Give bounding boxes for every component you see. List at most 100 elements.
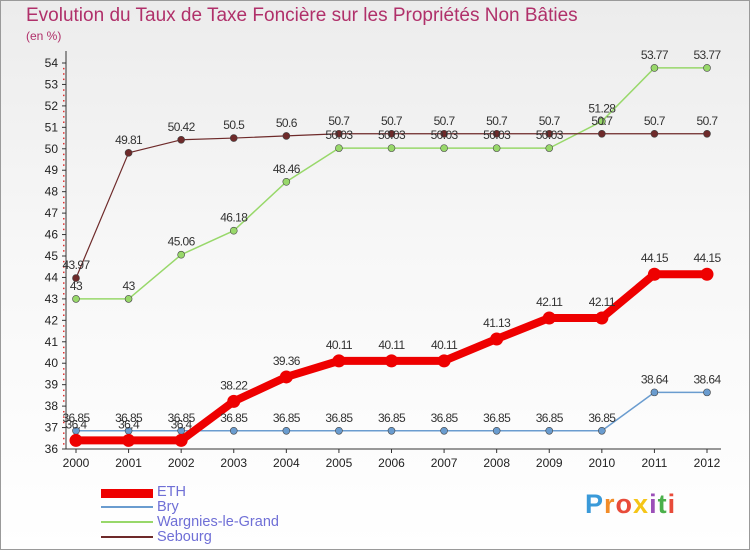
y-minor-tick — [63, 185, 65, 188]
y-tick-label: 46 — [45, 228, 59, 242]
data-point-sebourg — [72, 274, 80, 282]
data-point-sebourg — [335, 129, 343, 138]
y-tick-label: 38 — [45, 399, 59, 413]
data-label-bry: 36.85 — [273, 411, 301, 425]
y-minor-tick — [63, 110, 65, 113]
data-point-eth — [542, 311, 556, 325]
data-label-sebourg: 50.7 — [328, 114, 350, 128]
data-label-sebourg: 50.7 — [644, 114, 666, 128]
data-point-wargnies-le-grand — [335, 144, 343, 152]
logo-letter: x — [633, 489, 650, 519]
x-tick-label: 2000 — [63, 456, 90, 470]
x-tick-label: 2003 — [220, 456, 247, 470]
data-point-bry — [229, 426, 238, 435]
data-label-bry: 36.85 — [431, 411, 459, 425]
y-tick-label: 43 — [45, 292, 59, 306]
legend-label: Wargnies-le-Grand — [157, 514, 279, 530]
data-point-eth — [69, 433, 83, 447]
x-tick-label: 2006 — [378, 456, 405, 470]
data-point-wargnies-le-grand — [545, 144, 554, 152]
data-point-eth — [227, 394, 241, 408]
data-label-wargnies-le-grand: 43 — [123, 279, 136, 293]
data-point-sebourg — [492, 129, 501, 138]
data-point-sebourg — [598, 129, 606, 138]
y-minor-tick — [63, 142, 65, 145]
data-label-wargnies-le-grand: 45.06 — [168, 235, 196, 249]
y-minor-tick — [63, 373, 65, 375]
data-label-eth: 44.15 — [693, 251, 721, 265]
y-tick-label: 45 — [45, 249, 59, 263]
data-label-bry: 36.85 — [62, 411, 90, 425]
data-point-bry — [492, 426, 501, 435]
data-label-wargnies-le-grand: 53.77 — [693, 48, 721, 62]
data-point-wargnies-le-grand — [440, 144, 448, 152]
data-point-bry — [598, 426, 606, 435]
y-minor-tick — [63, 352, 65, 354]
y-minor-tick — [63, 303, 65, 306]
data-label-eth: 41.13 — [483, 316, 511, 330]
data-point-eth — [437, 354, 451, 368]
data-label-eth: 42.11 — [589, 295, 616, 309]
data-point-sebourg — [124, 149, 133, 157]
y-minor-tick — [63, 287, 65, 290]
y-tick-label: 39 — [45, 378, 59, 392]
y-minor-tick — [63, 443, 65, 445]
y-minor-tick — [63, 432, 65, 434]
data-label-bry: 36.85 — [483, 411, 511, 425]
data-label-sebourg: 43.97 — [62, 258, 90, 272]
y-minor-tick — [63, 346, 65, 349]
data-label-eth: 36.4 — [66, 417, 88, 431]
y-minor-tick — [63, 137, 65, 140]
legend-swatch — [101, 521, 153, 523]
y-minor-tick — [63, 325, 65, 327]
data-point-bry — [335, 426, 343, 435]
y-tick-label: 52 — [45, 99, 59, 113]
data-label-bry: 38.64 — [641, 372, 669, 386]
data-point-sebourg — [650, 129, 659, 138]
data-label-sebourg: 50.5 — [223, 118, 245, 132]
x-tick-label: 2011 — [642, 456, 668, 470]
legend-label: Sebourg — [157, 529, 212, 545]
y-minor-tick — [63, 196, 65, 199]
data-label-wargnies-le-grand: 43 — [70, 279, 83, 293]
data-point-sebourg — [703, 129, 711, 138]
data-label-sebourg: 50.7 — [434, 114, 456, 128]
y-minor-tick — [63, 207, 65, 209]
legend-swatch — [101, 488, 153, 498]
data-label-wargnies-le-grand: 50.03 — [378, 128, 406, 142]
x-tick-label: 2008 — [483, 456, 510, 470]
y-minor-tick — [63, 335, 65, 338]
data-label-sebourg: 50.7 — [591, 114, 613, 128]
y-minor-tick — [63, 400, 65, 402]
y-minor-tick — [63, 121, 65, 123]
data-point-bry — [282, 426, 291, 435]
y-minor-tick — [63, 378, 65, 381]
logo-letter: i — [649, 489, 658, 519]
data-label-wargnies-le-grand: 50.03 — [325, 128, 353, 142]
data-point-eth — [700, 267, 714, 281]
data-label-bry: 36.85 — [536, 411, 564, 425]
y-minor-tick — [63, 309, 65, 311]
chart-title: Evolution du Taux de Taxe Foncière sur l… — [26, 5, 578, 26]
y-minor-tick — [63, 100, 65, 102]
data-label-bry: 36.85 — [115, 411, 143, 425]
y-minor-tick — [63, 153, 65, 156]
data-label-eth: 36.4 — [118, 417, 140, 431]
data-label-eth: 40.11 — [431, 338, 458, 352]
logo-letter: r — [604, 489, 616, 519]
y-tick-label: 40 — [45, 356, 59, 370]
legend-label: ETH — [157, 484, 186, 500]
x-tick-label: 2012 — [694, 456, 721, 470]
data-point-bry — [387, 426, 396, 435]
data-point-wargnies-le-grand — [229, 226, 238, 235]
data-label-bry: 36.85 — [588, 411, 616, 425]
data-point-bry — [545, 426, 554, 435]
y-minor-tick — [63, 368, 65, 370]
y-tick-label: 53 — [45, 77, 59, 91]
y-minor-tick — [63, 67, 65, 70]
data-point-wargnies-le-grand — [703, 64, 711, 72]
y-minor-tick — [63, 389, 65, 392]
y-tick-label: 51 — [45, 120, 59, 134]
data-point-eth — [174, 433, 188, 447]
y-minor-tick — [63, 437, 65, 440]
